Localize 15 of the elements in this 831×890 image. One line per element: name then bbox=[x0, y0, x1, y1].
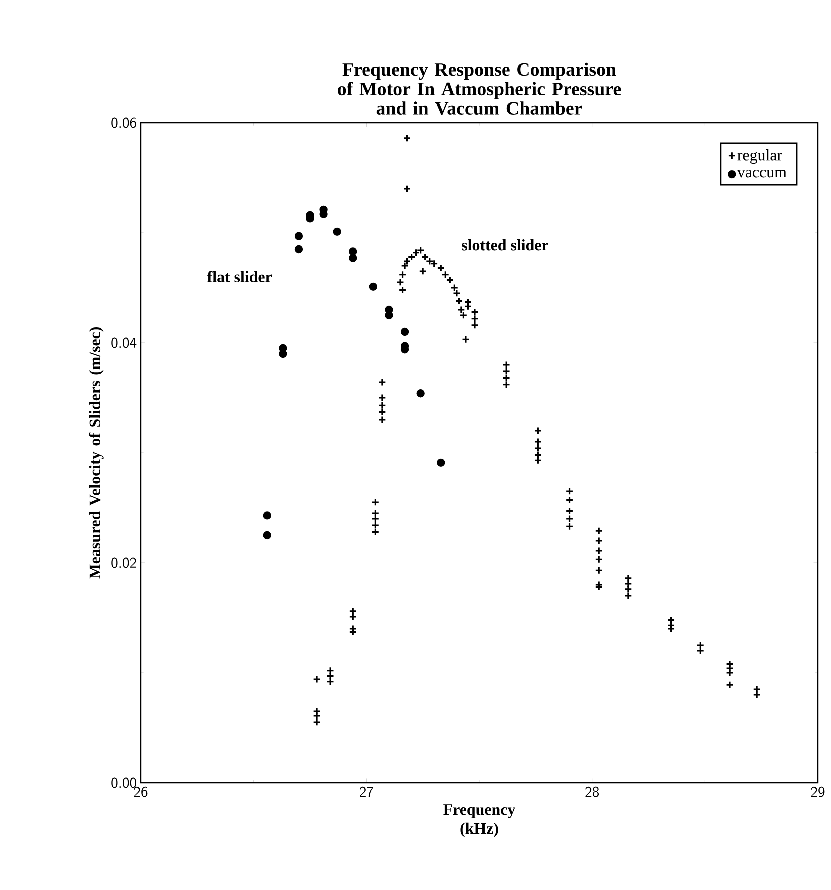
y-tick-label: 0.06 bbox=[112, 118, 136, 128]
annotation: flat slider bbox=[207, 271, 272, 282]
legend-label: vaccum bbox=[737, 170, 787, 178]
y-tick-label: 0.02 bbox=[112, 558, 136, 568]
legend-label: regular bbox=[738, 150, 782, 164]
y-tick-label: 0.04 bbox=[112, 338, 137, 348]
y-tick-label: 0.00 bbox=[112, 778, 136, 788]
x-tick-label: 28 bbox=[586, 786, 600, 798]
x-tick-label: 26 bbox=[134, 786, 148, 798]
x-tick-label: 29 bbox=[811, 786, 825, 798]
annotation: slotted slider bbox=[462, 239, 548, 251]
x-tick-label: 27 bbox=[360, 786, 374, 798]
y-axis-title: Measured Velocity of Sliders (m/sec) bbox=[89, 328, 104, 579]
x-axis-title: Frequency (kHz) bbox=[444, 804, 516, 838]
chart-title: Frequency Response Comparison of Motor In Atmospheric Pressure and in Vaccum Chamber bbox=[338, 62, 622, 116]
